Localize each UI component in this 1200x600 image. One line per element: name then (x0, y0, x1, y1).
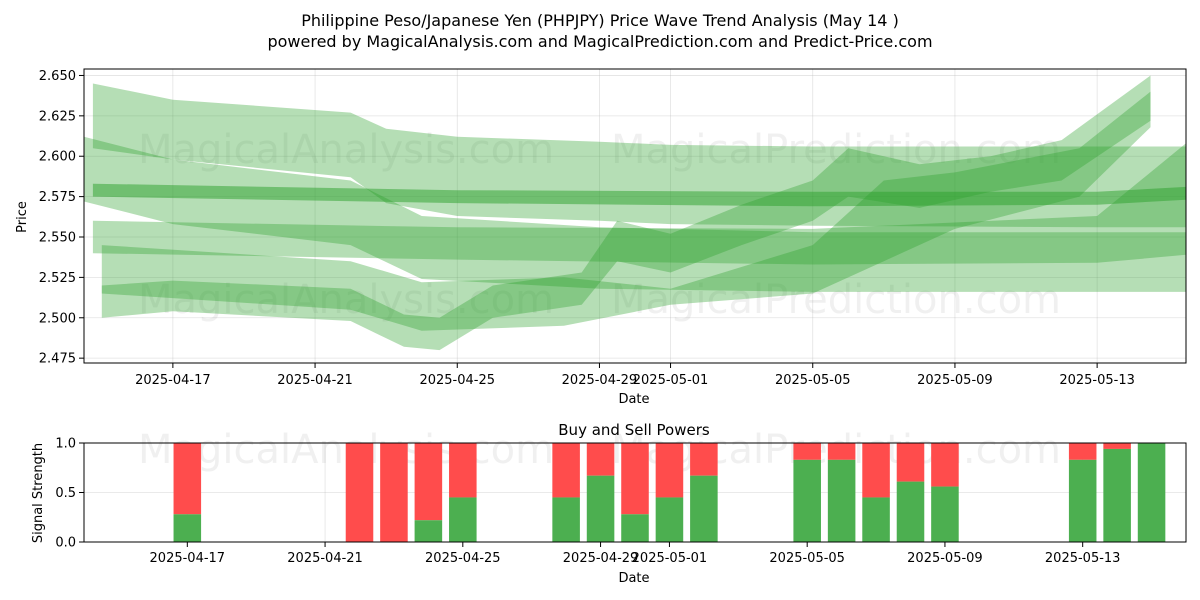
signal-y-tick-label: 0.0 (55, 536, 76, 551)
buy-bar (586, 475, 615, 542)
sell-bar (621, 443, 649, 515)
sell-bar (380, 443, 408, 542)
buy-bar (1137, 443, 1166, 542)
buy-bar (1103, 448, 1131, 542)
signal-y-tick-label: 0.5 (55, 486, 76, 501)
buy-bar (621, 514, 649, 542)
signal-x-axis-label: Date (618, 571, 649, 586)
sell-bar (552, 443, 580, 498)
buy-bar (690, 475, 718, 542)
buy-bar (1068, 459, 1097, 542)
buy-bar (793, 459, 821, 542)
signal-x-tick-label: 2025-05-09 (907, 551, 983, 566)
price-x-tick-label: 2025-04-25 (419, 373, 495, 388)
buy-bar (414, 520, 443, 542)
price-x-tick-label: 2025-05-09 (917, 373, 993, 388)
price-y-tick-label: 2.550 (39, 231, 76, 246)
buy-bar (931, 486, 959, 542)
watermark-left-top: MagicalAnalysis.com (138, 127, 554, 173)
price-y-tick-label: 2.575 (39, 190, 76, 205)
wave-band (92, 183, 1186, 207)
signal-plot-frame (83, 442, 1187, 543)
wave-band (92, 143, 1186, 265)
price-x-tick-label: 2025-04-21 (277, 373, 353, 388)
price-x-axis-label: Date (618, 392, 649, 407)
sell-bar (827, 443, 856, 460)
sell-bar (896, 443, 925, 482)
chart-title-line1: Philippine Peso/Japanese Yen (PHPJPY) Pr… (301, 11, 899, 30)
price-y-tick-label: 2.500 (39, 311, 76, 326)
price-x-tick-label: 2025-04-29 (562, 373, 638, 388)
wave-band (101, 91, 1151, 331)
price-y-tick-label: 2.525 (39, 271, 76, 286)
wave-band (92, 83, 1186, 228)
signal-y-axis-label: Signal Strength (31, 443, 46, 543)
sell-bar (655, 443, 684, 498)
signal-panel-title: Buy and Sell Powers (558, 421, 710, 439)
sell-bar (690, 443, 718, 476)
price-y-tick-label: 2.475 (39, 352, 76, 367)
price-y-tick-label: 2.650 (39, 69, 76, 84)
sell-bar (345, 443, 374, 542)
sell-bar (586, 443, 615, 476)
signal-panel: 2025-04-17 2025-04-21 2025-04-25 2025-04-29… (55, 427, 1187, 566)
signal-x-tick-label: 2025-05-13 (1045, 551, 1121, 566)
price-x-tick-label: 2025-04-17 (135, 373, 211, 388)
signal-x-tick-label: 2025-05-05 (769, 551, 845, 566)
buy-bar (862, 497, 890, 542)
sell-bar (173, 443, 202, 515)
price-x-tick-label: 2025-05-13 (1059, 373, 1135, 388)
price-x-tick-label: 2025-05-01 (633, 373, 709, 388)
buy-bar (173, 514, 202, 542)
sell-bar (862, 443, 890, 498)
signal-x-tick-label: 2025-04-21 (287, 551, 363, 566)
price-panel: 2025-04-17 2025-04-21 2025-04-25 2025-04-29… (39, 68, 1187, 388)
price-y-tick-label: 2.625 (39, 109, 76, 124)
buy-bar (655, 497, 684, 542)
buy-bar (449, 497, 477, 542)
wave-band (84, 136, 1186, 292)
watermark-left-mid: MagicalAnalysis.com (138, 277, 554, 323)
price-y-tick-label: 2.600 (39, 150, 76, 165)
price-y-axis-label: Price (15, 201, 30, 233)
sell-bar (793, 443, 821, 460)
signal-x-tick-label: 2025-05-01 (632, 551, 708, 566)
watermark-right-top: MagicalPrediction.com (611, 127, 1061, 173)
buy-bar (552, 497, 580, 542)
signal-x-tick-label: 2025-04-29 (563, 551, 639, 566)
signal-y-tick-label: 1.0 (55, 437, 76, 452)
watermark-right-mid: MagicalPrediction.com (611, 277, 1061, 323)
sell-bar (1068, 443, 1097, 460)
signal-x-tick-label: 2025-04-25 (425, 551, 501, 566)
buy-bar (896, 481, 925, 542)
price-x-tick-label: 2025-05-05 (775, 373, 851, 388)
sell-bar (1103, 443, 1131, 449)
signal-x-tick-label: 2025-04-17 (150, 551, 226, 566)
price-plot-frame (83, 68, 1187, 364)
sell-bar (931, 443, 959, 487)
sell-bar (449, 443, 477, 498)
chart-title-line2: powered by MagicalAnalysis.com and Magic… (267, 32, 932, 51)
sell-bar (414, 443, 443, 521)
buy-bar (827, 459, 856, 542)
